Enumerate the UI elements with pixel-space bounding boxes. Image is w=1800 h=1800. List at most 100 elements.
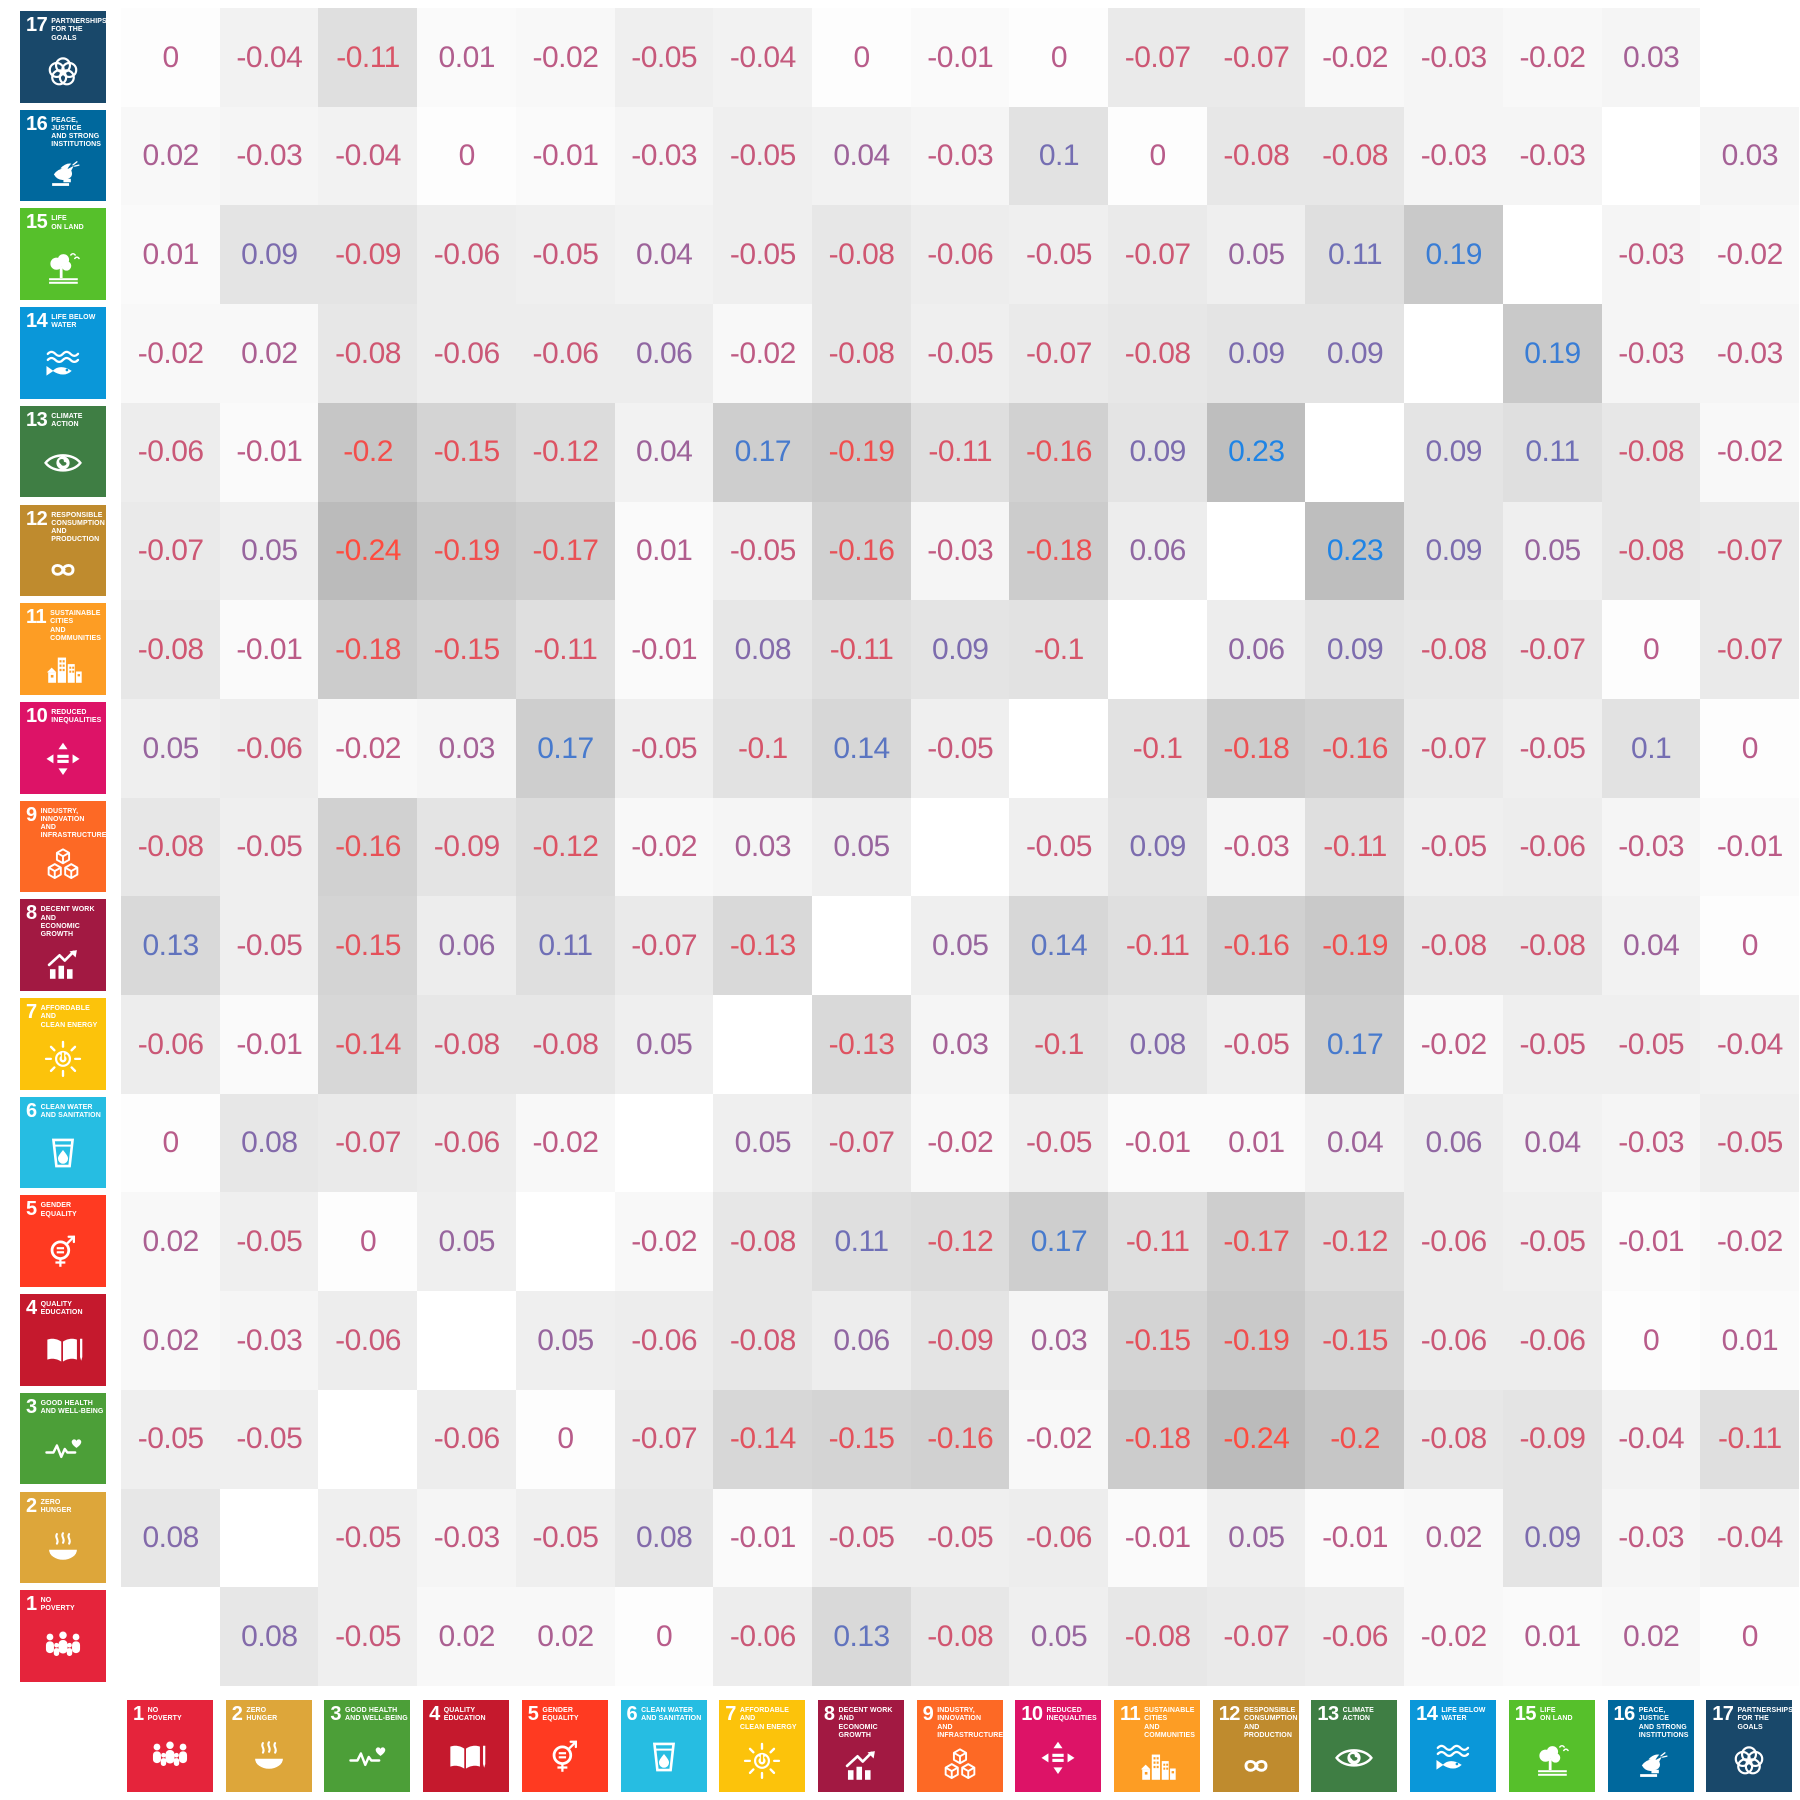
col-axis-tile-sdg9: 9 INDUSTRY, INNOVATION AND INFRASTRUCTURE: [916, 1700, 1003, 1792]
goal-number: 2: [231, 1703, 243, 1725]
heatmap-cell-sdg8-sdg6: -0.07: [614, 896, 714, 996]
heatmap-cell-sdg13-sdg7: 0.17: [713, 402, 813, 503]
heatmap-cell-sdg11-sdg6: -0.01: [614, 600, 714, 700]
heatmap-cell-sdg17-sdg4: 0.01: [417, 8, 517, 108]
heatmap-cell-sdg6-sdg2: 0.08: [219, 1093, 319, 1193]
row-axis-tile-sdg8: 8 DECENT WORK AND ECONOMIC GROWTH: [20, 899, 106, 991]
heatmap-cell-sdg16-sdg8: 0.04: [811, 106, 912, 206]
row-axis-tile-sdg10: 10 REDUCED INEQUALITIES: [20, 701, 106, 794]
heatmap-cell-sdg15-sdg17: -0.02: [1700, 205, 1800, 305]
heatmap-cell-sdg10-sdg8: 0.14: [811, 698, 912, 799]
goal-label: SUSTAINABLE CITIES AND COMMUNITIES: [1144, 1707, 1196, 1739]
growth-chart-icon: [818, 1740, 904, 1792]
heatmap-cell-sdg7-sdg3: -0.14: [318, 995, 418, 1095]
heatmap-cell-sdg13-sdg16: -0.08: [1601, 402, 1701, 503]
heatmap-cell-sdg15-sdg3: -0.09: [318, 205, 418, 305]
goal-label: PARTNERSHIPS FOR THE GOALS: [1737, 1707, 1793, 1731]
heatmap-cell-sdg1-sdg13: -0.06: [1305, 1587, 1405, 1687]
goal-label: PEACE, JUSTICE AND STRONG INSTITUTIONS: [1638, 1707, 1689, 1739]
row-axis-tile-sdg9: 9 INDUSTRY, INNOVATION AND INFRASTRUCTURE: [20, 800, 106, 893]
heatmap-cell-sdg13-sdg4: -0.15: [417, 402, 517, 503]
city-skyline-icon: [20, 643, 106, 695]
cubes-icon: [917, 1740, 1003, 1792]
row-axis-tile-sdg13: 13 CLIMATE ACTION: [20, 405, 106, 498]
heatmap-cell-sdg2-sdg3: -0.05: [318, 1488, 418, 1588]
heatmap-cell-sdg4-sdg14: -0.06: [1404, 1291, 1504, 1391]
heatmap-cell-sdg5-sdg7: -0.08: [713, 1192, 813, 1292]
heatmap-cell-sdg14-sdg3: -0.08: [318, 304, 418, 404]
heatmap-cell-sdg13-sdg2: -0.01: [219, 402, 319, 503]
row-axis-tile-sdg14: 14 LIFE BELOW WATER: [20, 307, 106, 399]
heatmap-cell-sdg15-sdg14: 0.19: [1404, 205, 1504, 305]
heatmap-cell-sdg8-sdg9: 0.05: [910, 896, 1010, 996]
goal-label: QUALITY EDUCATION: [40, 1301, 83, 1317]
heatmap-cell-sdg6-sdg7: 0.05: [713, 1093, 813, 1193]
heatmap-cell-sdg11-sdg13: 0.09: [1305, 600, 1405, 700]
goal-label: CLEAN WATER AND SANITATION: [641, 1707, 702, 1723]
heatmap-cell-sdg15-sdg4: -0.06: [417, 205, 517, 305]
heatmap-cell-sdg12-sdg11: 0.06: [1108, 501, 1208, 601]
heatmap-cell-sdg12-sdg12: [1206, 501, 1306, 601]
heatmap-cell-sdg4-sdg17: 0.01: [1700, 1291, 1800, 1391]
heatmap-cell-sdg15-sdg6: 0.04: [614, 205, 714, 305]
heatmap-cell-sdg2-sdg16: -0.03: [1601, 1488, 1701, 1588]
heatmap-cell-sdg1-sdg12: -0.07: [1206, 1587, 1306, 1687]
goal-number: 17: [26, 14, 48, 36]
heatmap-cell-sdg17-sdg9: -0.01: [910, 8, 1010, 108]
heatmap-cell-sdg14-sdg1: -0.02: [121, 304, 221, 404]
row-axis-tile-sdg3: 3 GOOD HEALTH AND WELL-BEING: [20, 1392, 106, 1485]
heatmap-cell-sdg10-sdg2: -0.06: [219, 698, 319, 799]
col-axis-tile-sdg10: 10 REDUCED INEQUALITIES: [1015, 1700, 1102, 1792]
heatmap-cell-sdg9-sdg3: -0.16: [318, 797, 418, 897]
heatmap-cell-sdg6-sdg15: 0.04: [1502, 1093, 1603, 1193]
goal-label: GOOD HEALTH AND WELL-BEING: [40, 1399, 104, 1416]
heatmap-cell-sdg2-sdg10: -0.06: [1009, 1488, 1109, 1588]
heatmap-cell-sdg4-sdg15: -0.06: [1502, 1291, 1603, 1391]
people-icon: [20, 1614, 106, 1682]
goal-label: DECENT WORK AND ECONOMIC GROWTH: [838, 1707, 893, 1739]
heatmap-cell-sdg12-sdg15: 0.05: [1502, 501, 1603, 601]
heatmap-cell-sdg8-sdg16: 0.04: [1601, 896, 1701, 996]
goal-number: 13: [26, 408, 48, 431]
goal-label: ZERO HUNGER: [246, 1707, 278, 1723]
col-axis-tile-sdg8: 8 DECENT WORK AND ECONOMIC GROWTH: [817, 1700, 904, 1792]
heatmap-cell-sdg5-sdg6: -0.02: [614, 1192, 714, 1292]
heatmap-cell-sdg2-sdg2: [219, 1488, 319, 1588]
infinity-icon: [1213, 1740, 1299, 1792]
heatmap-cell-sdg15-sdg2: 0.09: [219, 205, 319, 305]
heatmap-cell-sdg17-sdg5: -0.02: [515, 8, 616, 108]
heatmap-cell-sdg15-sdg13: 0.11: [1305, 205, 1405, 305]
heartbeat-icon: [324, 1724, 410, 1792]
col-axis-tile-sdg1: 1 NO POVERTY: [127, 1700, 213, 1792]
heatmap-cell-sdg3-sdg17: -0.11: [1700, 1389, 1800, 1490]
heatmap-cell-sdg8-sdg4: 0.06: [417, 896, 517, 996]
cubes-icon: [20, 841, 106, 893]
row-axis-tile-sdg17: 17 PARTNERSHIPS FOR THE GOALS: [20, 11, 106, 103]
goal-number: 10: [26, 704, 48, 727]
heatmap-cell-sdg11-sdg2: -0.01: [219, 600, 319, 700]
heatmap-cell-sdg7-sdg9: 0.03: [910, 995, 1010, 1095]
heatmap-cell-sdg17-sdg8: 0: [811, 8, 912, 108]
heatmap-cell-sdg5-sdg2: -0.05: [219, 1192, 319, 1292]
heatmap-cell-sdg2-sdg15: 0.09: [1502, 1488, 1603, 1588]
goal-label: GENDER EQUALITY: [542, 1707, 579, 1723]
heatmap-cell-sdg17-sdg6: -0.05: [614, 8, 714, 108]
heatmap-cell-sdg9-sdg17: -0.01: [1700, 797, 1800, 897]
heatmap-cell-sdg9-sdg8: 0.05: [811, 797, 912, 897]
heatmap-cell-sdg9-sdg13: -0.11: [1305, 797, 1405, 897]
row-axis-tile-sdg5: 5 GENDER EQUALITY: [20, 1195, 106, 1288]
heatmap-cell-sdg10-sdg3: -0.02: [318, 698, 418, 799]
heatmap-cell-sdg14-sdg16: -0.03: [1601, 304, 1701, 404]
goal-label: INDUSTRY, INNOVATION AND INFRASTRUCTURE: [937, 1707, 1003, 1739]
goal-number: 14: [1416, 1703, 1438, 1725]
heatmap-cell-sdg15-sdg5: -0.05: [515, 205, 616, 305]
heatmap-cell-sdg7-sdg14: -0.02: [1404, 995, 1504, 1095]
heatmap-cell-sdg12-sdg10: -0.18: [1009, 501, 1109, 601]
heatmap-cell-sdg9-sdg4: -0.09: [417, 797, 517, 897]
heatmap-cell-sdg13-sdg14: 0.09: [1404, 402, 1504, 503]
row-axis-tile-sdg15: 15 LIFE ON LAND: [20, 208, 106, 301]
heatmap-cell-sdg10-sdg11: -0.1: [1108, 698, 1208, 799]
col-axis-tile-sdg17: 17 PARTNERSHIPS FOR THE GOALS: [1706, 1700, 1793, 1792]
heatmap-cell-sdg2-sdg9: -0.05: [910, 1488, 1010, 1588]
heatmap-cell-sdg6-sdg6: [614, 1093, 714, 1193]
